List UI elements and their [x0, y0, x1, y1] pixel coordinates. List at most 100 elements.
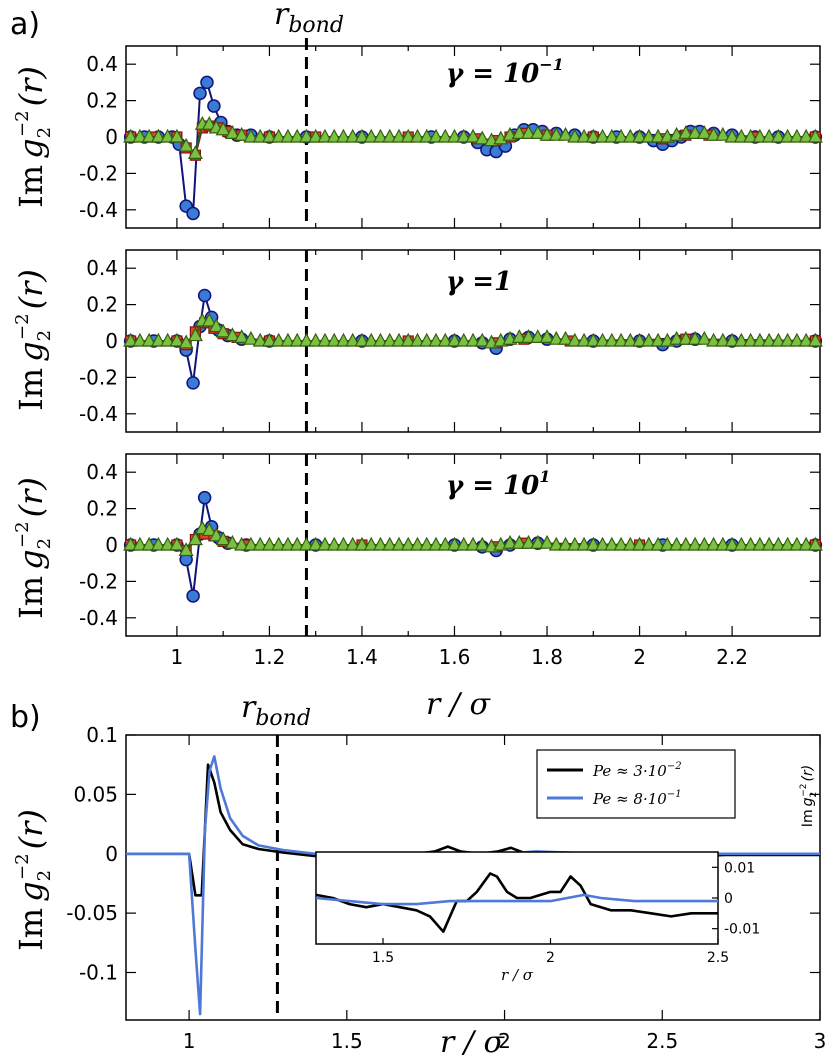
data-point-triangle [261, 332, 277, 347]
data-point-triangle [271, 536, 287, 551]
legend-label: Pe ≈ 8·10−1 [592, 789, 682, 808]
data-point-triangle [548, 126, 564, 141]
svg-text:Img2−2(r): Img2−2(r) [12, 477, 55, 619]
inset-xlabel: r / σ [501, 966, 534, 984]
data-point-triangle [132, 332, 148, 347]
data-point-triangle [289, 536, 305, 551]
data-point-triangle [761, 536, 777, 551]
data-point-triangle [752, 332, 768, 347]
plot-frame [125, 734, 821, 1021]
data-point-circle [197, 490, 212, 505]
data-point-triangle [243, 330, 259, 345]
data-point-triangle [391, 536, 407, 551]
data-point-triangle [345, 332, 361, 347]
data-point-triangle [243, 536, 259, 551]
data-point-triangle [613, 128, 629, 143]
ylabel-inset: Img2−2(r) [799, 765, 819, 827]
data-point-triangle [474, 536, 490, 551]
data-point-triangle [261, 128, 277, 143]
data-point-triangle [317, 332, 333, 347]
data-point-triangle [780, 332, 796, 347]
data-point-triangle [224, 327, 240, 342]
y-tick-label: 0.05 [73, 782, 118, 806]
data-point-triangle [743, 332, 759, 347]
data-point-triangle [123, 536, 139, 551]
data-point-triangle [456, 536, 472, 551]
data-point-triangle [752, 128, 768, 143]
data-point-triangle [521, 534, 537, 549]
data-point-triangle [724, 536, 740, 551]
y-tick-label: 0.4 [86, 256, 118, 280]
data-point-triangle [743, 536, 759, 551]
data-point-triangle [150, 128, 166, 143]
x-tick-label: 1.8 [531, 645, 563, 669]
data-point-triangle [187, 531, 203, 546]
x-tick-label: 2 [633, 645, 646, 669]
data-point-triangle [354, 128, 370, 143]
data-point-triangle [382, 128, 398, 143]
data-point-triangle [548, 330, 564, 345]
data-point-triangle [641, 536, 657, 551]
data-point-triangle [770, 332, 786, 347]
svg-text:Img2−2(r): Img2−2(r) [12, 66, 55, 208]
data-point-triangle [733, 128, 749, 143]
data-point-triangle [215, 323, 231, 338]
data-point-triangle [280, 128, 296, 143]
data-point-triangle [465, 536, 481, 551]
svg-text:Img2−2(r): Img2−2(r) [12, 809, 55, 951]
data-point-triangle [585, 332, 601, 347]
y-tick-label: -0.2 [79, 569, 118, 593]
data-point-triangle [252, 128, 268, 143]
data-point-triangle [409, 332, 425, 347]
x-tick-label: 3 [814, 1029, 827, 1053]
data-point-triangle [224, 534, 240, 549]
data-point-triangle [326, 332, 342, 347]
ylabel-a-bottom: Img2−2(r) [12, 477, 55, 619]
xlabel-a: r / σ [426, 687, 492, 722]
data-point-triangle [613, 536, 629, 551]
data-point-triangle [678, 125, 694, 139]
data-point-triangle [169, 536, 185, 551]
y-tick-label: 0 [724, 891, 733, 907]
data-point-triangle [391, 128, 407, 143]
data-point-triangle [474, 130, 490, 145]
data-point-triangle [271, 332, 287, 347]
data-point-circle [186, 376, 200, 390]
data-point-triangle [641, 332, 657, 347]
data-point-triangle [215, 121, 231, 136]
data-point-triangle [807, 332, 823, 347]
data-point-triangle [178, 334, 194, 349]
data-point-triangle [632, 536, 648, 551]
data-point-triangle [141, 332, 157, 347]
data-point-triangle [308, 332, 324, 347]
data-point-triangle [715, 126, 731, 141]
data-point-triangle [252, 536, 268, 551]
data-point-triangle [595, 128, 611, 143]
series-line [315, 893, 718, 906]
data-point-triangle [409, 128, 425, 143]
panel-a-top: 0.4 0.2 0 -0.2 -0.4 γ = 10−1 [79, 38, 823, 229]
data-point-triangle [576, 536, 592, 551]
data-point-triangle [733, 536, 749, 551]
data-point-triangle [363, 128, 379, 143]
data-point-triangle [400, 332, 416, 347]
xlabel-b: r / σ [440, 1025, 506, 1059]
data-point-triangle [632, 128, 648, 143]
y-tick-label: 0.4 [86, 460, 118, 484]
data-point-triangle [567, 128, 583, 143]
data-point-triangle [724, 332, 740, 347]
data-point-triangle [419, 536, 435, 551]
data-point-triangle [604, 536, 620, 551]
data-point-triangle [123, 128, 139, 143]
data-point-triangle [604, 332, 620, 347]
legend-label: Pe ≈ 3·10−2 [592, 761, 682, 780]
data-point-triangle [141, 536, 157, 551]
data-point-triangle [234, 329, 250, 343]
data-point-triangle [770, 536, 786, 551]
data-point-triangle [150, 536, 166, 551]
data-point-triangle [715, 536, 731, 551]
data-point-triangle [530, 125, 546, 139]
data-point-triangle [789, 536, 805, 551]
data-point-triangle [622, 332, 638, 347]
